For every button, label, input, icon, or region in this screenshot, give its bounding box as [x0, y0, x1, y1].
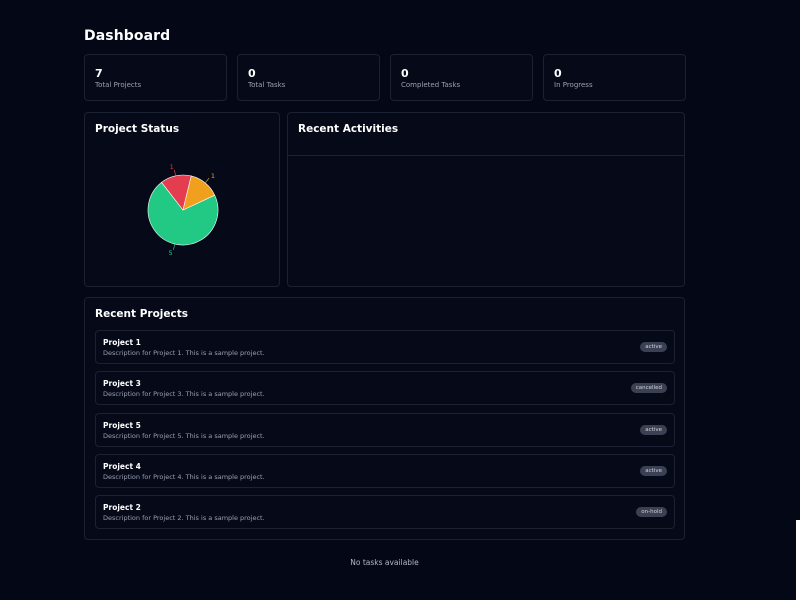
stat-label: In Progress [554, 81, 593, 89]
project-status-pie-chart: 5 1 1 [147, 163, 219, 257]
project-description: Description for Project 2. This is a sam… [103, 514, 265, 522]
stat-label: Total Projects [95, 81, 142, 89]
status-badge: cancelled [630, 383, 667, 393]
project-item[interactable]: Project 1 Description for Project 1. Thi… [95, 330, 675, 364]
stat-value: 0 [248, 67, 256, 80]
project-status-title: Project Status [95, 123, 180, 135]
pie-slice[interactable] [147, 181, 219, 246]
project-name: Project 4 [103, 462, 141, 471]
pie-label-line [204, 178, 210, 184]
project-item[interactable]: Project 5 Description for Project 5. Thi… [95, 413, 675, 447]
recent-activities-card: Recent Activities [287, 112, 685, 287]
pie-label: 5 [169, 249, 173, 257]
recent-activities-title: Recent Activities [298, 123, 399, 135]
stat-value: 7 [95, 67, 103, 80]
window-edge [796, 520, 800, 600]
project-name: Project 3 [103, 379, 141, 388]
project-name: Project 1 [103, 338, 141, 347]
no-tasks-message: No tasks available [350, 558, 419, 567]
project-item[interactable]: Project 2 Description for Project 2. Thi… [95, 495, 675, 529]
pie-label: 1 [170, 163, 174, 171]
project-description: Description for Project 3. This is a sam… [103, 390, 265, 398]
recent-projects-title: Recent Projects [95, 308, 189, 320]
stat-card-total-projects: 7 Total Projects [84, 54, 227, 101]
pie-label: 1 [211, 172, 215, 180]
status-badge: on-hold [636, 507, 667, 517]
pie-label-line [173, 243, 176, 250]
project-description: Description for Project 4. This is a sam… [103, 473, 265, 481]
stat-label: Completed Tasks [401, 81, 461, 89]
stat-card-total-tasks: 0 Total Tasks [237, 54, 380, 101]
stat-card-in-progress: 0 In Progress [543, 54, 686, 101]
stat-label: Total Tasks [248, 81, 286, 89]
stat-value: 0 [554, 67, 562, 80]
status-badge: active [640, 466, 667, 476]
status-badge: active [640, 425, 667, 435]
page-title: Dashboard [84, 28, 171, 44]
project-name: Project 2 [103, 503, 141, 512]
project-item[interactable]: Project 3 Description for Project 3. Thi… [95, 371, 675, 405]
pie-slice[interactable] [182, 175, 216, 211]
status-badge: active [640, 342, 667, 352]
stat-card-completed-tasks: 0 Completed Tasks [390, 54, 533, 101]
activities-divider [288, 155, 684, 156]
project-status-card: Project Status 5 1 1 [84, 112, 280, 287]
project-description: Description for Project 5. This is a sam… [103, 432, 265, 440]
stat-value: 0 [401, 67, 409, 80]
project-name: Project 5 [103, 421, 141, 430]
pie-label-line [174, 169, 176, 176]
recent-projects-card: Recent Projects Project 1 Description fo… [84, 297, 685, 540]
project-description: Description for Project 1. This is a sam… [103, 349, 265, 357]
project-item[interactable]: Project 4 Description for Project 4. Thi… [95, 454, 675, 488]
